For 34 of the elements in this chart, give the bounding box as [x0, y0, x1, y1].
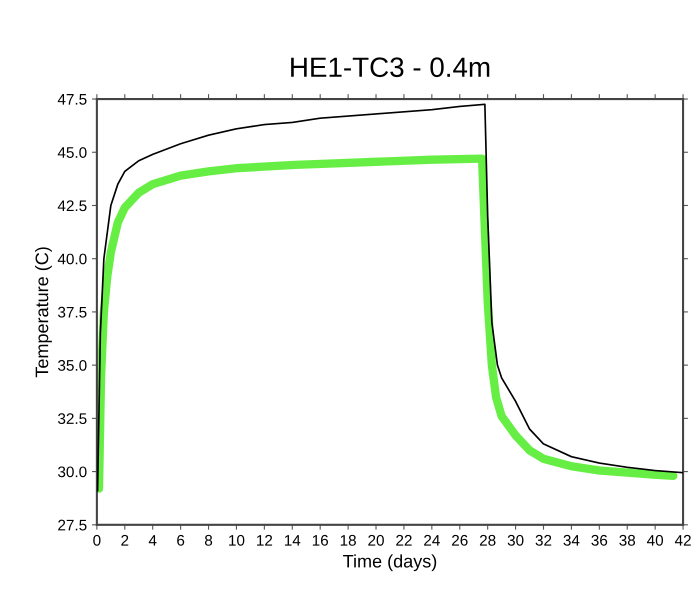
x-tick-label: 14: [284, 535, 300, 546]
x-tick-label: 28: [480, 534, 496, 546]
x-tick-label: 16: [312, 534, 328, 546]
x-tick-label: 12: [257, 534, 272, 546]
x-tick-label: 20: [368, 534, 384, 546]
y-tick-label: 42.5: [58, 200, 87, 212]
x-tick-label: 2: [121, 534, 128, 546]
chart-title: HE1-TC3 - 0.4m: [291, 57, 490, 78]
y-tick-label: 37.5: [58, 306, 87, 318]
x-axis-title: Time (days): [343, 554, 436, 572]
y-tick-label: 35.0: [58, 360, 87, 371]
x-tick-label: 38: [619, 534, 636, 546]
y-tick-label: 30.0: [58, 466, 87, 478]
y-tick-label: 27.5: [58, 520, 87, 530]
x-tick-label: 34: [563, 534, 580, 546]
x-tick-label: 0: [93, 534, 101, 546]
y-tick-label: 32.5: [58, 413, 87, 424]
x-tick-label: 10: [229, 534, 244, 546]
x-tick-label: 22: [396, 534, 412, 546]
x-tick-label: 8: [204, 534, 212, 546]
x-tick-label: 24: [424, 534, 440, 546]
x-tick-label: 30: [508, 534, 524, 546]
x-tick-label: 32: [536, 534, 552, 546]
x-tick-label: 36: [591, 534, 608, 546]
x-tick-label: 4: [148, 535, 157, 546]
x-tick-label: 42: [674, 534, 691, 546]
x-tick-label: 6: [177, 534, 184, 546]
y-tick-label: 47.5: [58, 94, 87, 105]
x-tick-label: 18: [340, 534, 356, 546]
x-tick-label: 26: [452, 534, 468, 546]
x-tick-label: 40: [647, 534, 664, 546]
y-tick-label: 45.0: [58, 147, 87, 158]
y-axis-title: Temperature (C): [35, 247, 52, 378]
y-tick-label: 40.0: [58, 254, 87, 264]
